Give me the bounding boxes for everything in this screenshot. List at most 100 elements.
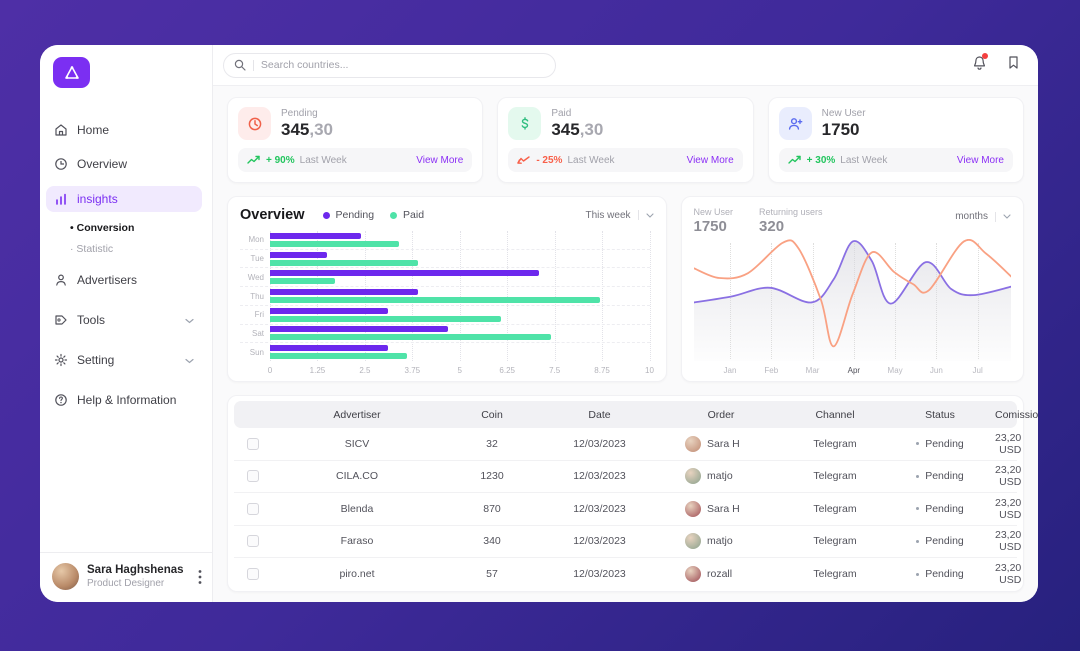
- x-tick-label: 7.5: [549, 366, 561, 375]
- cell-order: rozall: [657, 566, 785, 583]
- row-checkbox[interactable]: [247, 535, 259, 548]
- notifications-button[interactable]: [972, 52, 988, 76]
- paid-icon-box: [508, 107, 542, 140]
- view-more-link[interactable]: View More: [686, 154, 734, 166]
- orders-table-card: Advertiser Coin Date Order Channel Statu…: [227, 395, 1038, 592]
- col-date: Date: [588, 408, 611, 421]
- sidebar-item-label: Overview: [77, 157, 128, 171]
- table-row[interactable]: CILA.CO 1230 12/03/2023 matjo Telegram P…: [234, 461, 1021, 493]
- sidebar-subitem-conversion[interactable]: • Conversion: [70, 222, 202, 234]
- app-logo[interactable]: [53, 57, 90, 88]
- view-more-link[interactable]: View More: [416, 154, 464, 166]
- col-commission: Comission: [995, 408, 1038, 421]
- bar-pending[interactable]: [270, 232, 362, 239]
- legend-dot-paid: [390, 211, 398, 219]
- new-user-line: [694, 241, 1012, 304]
- table-row[interactable]: Blenda 870 12/03/2023 Sara H Telegram Pe…: [234, 493, 1021, 526]
- subitem-label: Conversion: [76, 222, 135, 234]
- sidebar-item-setting[interactable]: Setting: [46, 348, 202, 372]
- sidebar-subitem-statistic[interactable]: · Statistic: [70, 243, 202, 255]
- category-label: Thu: [250, 291, 264, 301]
- bar-paid[interactable]: [270, 315, 502, 322]
- cell-commission: 23,20 USD: [995, 496, 1022, 521]
- dashboard-content: Pending 345,30 + 90% Last Week View More: [213, 86, 1038, 602]
- person-icon: [56, 274, 66, 286]
- bar-pending[interactable]: [270, 307, 388, 314]
- cell-order: matjo: [657, 468, 785, 485]
- row-checkbox[interactable]: [247, 470, 259, 483]
- x-tick-label: 0: [267, 366, 273, 375]
- sidebar-item-label: Setting: [77, 353, 115, 367]
- bar-pending[interactable]: [270, 289, 418, 296]
- stat-footer: + 30% Last Week View More: [778, 148, 1013, 172]
- pending-icon-box: [238, 107, 271, 140]
- stat-label: Pending: [281, 107, 318, 119]
- gridline: [412, 231, 414, 361]
- row-checkbox[interactable]: [247, 568, 259, 581]
- chevron-down-icon: [185, 353, 194, 367]
- app-window: Home Overview insights • Conversion · St…: [40, 45, 1038, 602]
- status-dot: [916, 539, 920, 543]
- profile-menu-button[interactable]: [198, 569, 202, 585]
- months-selector[interactable]: months: [955, 211, 1011, 222]
- table-body: SICV 32 12/03/2023 Sara H Telegram Pendi…: [234, 428, 1021, 591]
- sidebar-item-overview[interactable]: Overview: [46, 152, 202, 176]
- sidebar-item-tools[interactable]: Tools: [46, 308, 202, 332]
- cell-channel: Telegram: [813, 535, 857, 548]
- profile-avatar: [52, 563, 79, 590]
- status-dot: [916, 572, 920, 576]
- bar-paid[interactable]: [270, 259, 418, 266]
- sidebar-item-advertisers[interactable]: Advertisers: [46, 268, 202, 292]
- x-tick-label: 10: [645, 366, 654, 375]
- bar-pending[interactable]: [270, 270, 540, 277]
- bar-pending[interactable]: [270, 345, 388, 352]
- line-chart-svg: [693, 239, 1012, 361]
- order-avatar: [685, 435, 701, 452]
- x-tick-label: 6.25: [499, 366, 515, 375]
- trend-value: - 25%: [536, 154, 563, 166]
- sidebar-item-home[interactable]: Home: [46, 118, 202, 142]
- bookmark-button[interactable]: [1007, 55, 1020, 75]
- row-checkbox[interactable]: [247, 437, 259, 450]
- cell-advertiser: Blenda: [340, 502, 374, 515]
- cell-channel: Telegram: [813, 502, 857, 515]
- stat-card-pending: Pending 345,30 + 90% Last Week View More: [227, 97, 484, 183]
- bar-paid[interactable]: [270, 353, 407, 360]
- sidebar-item-help[interactable]: Help & Information: [46, 388, 202, 412]
- stat-label: Paid: [551, 107, 572, 119]
- dollar-icon: [521, 116, 529, 130]
- row-checkbox[interactable]: [247, 502, 259, 515]
- bar-paid[interactable]: [270, 334, 551, 341]
- cell-date: 12/03/2023: [573, 502, 626, 515]
- week-selector[interactable]: This week: [585, 210, 654, 221]
- order-avatar: [685, 566, 701, 583]
- col-advertiser: Advertiser: [333, 408, 381, 421]
- table-row[interactable]: SICV 32 12/03/2023 Sara H Telegram Pendi…: [234, 428, 1021, 461]
- bullet: ·: [70, 243, 74, 255]
- search-box[interactable]: [223, 52, 556, 78]
- bar-pending[interactable]: [270, 326, 449, 333]
- cell-commission: 23,20 USD: [995, 529, 1022, 554]
- bar-paid[interactable]: [270, 297, 601, 304]
- table-row[interactable]: Faraso 340 12/03/2023 matjo Telegram Pen…: [234, 526, 1021, 558]
- bar-paid[interactable]: [270, 278, 335, 285]
- cell-date: 12/03/2023: [573, 535, 626, 548]
- sidebar-item-insights[interactable]: insights: [46, 186, 202, 212]
- bar-group-fri: Fri: [240, 306, 650, 325]
- charts-row: Overview Pending Paid This week: [227, 196, 1024, 382]
- bar-paid[interactable]: [270, 240, 400, 247]
- new-user-icon-box: [778, 107, 812, 140]
- search-input[interactable]: [260, 59, 545, 71]
- cell-coin: 1230: [480, 470, 504, 483]
- view-more-link[interactable]: View More: [956, 154, 1004, 166]
- bar-pending[interactable]: [270, 251, 327, 258]
- cell-status: Pending: [885, 470, 995, 482]
- help-icon: [55, 394, 67, 406]
- month-label: Feb: [764, 366, 779, 375]
- table-row[interactable]: piro.net 57 12/03/2023 rozall Telegram P…: [234, 558, 1021, 591]
- stat-card-paid: Paid 345,30 - 25% Last Week View More: [497, 97, 754, 183]
- trend-period: Last Week: [299, 154, 347, 166]
- home-icon: [55, 124, 67, 136]
- order-avatar: [685, 533, 701, 550]
- logo-triangle-icon: [64, 65, 79, 79]
